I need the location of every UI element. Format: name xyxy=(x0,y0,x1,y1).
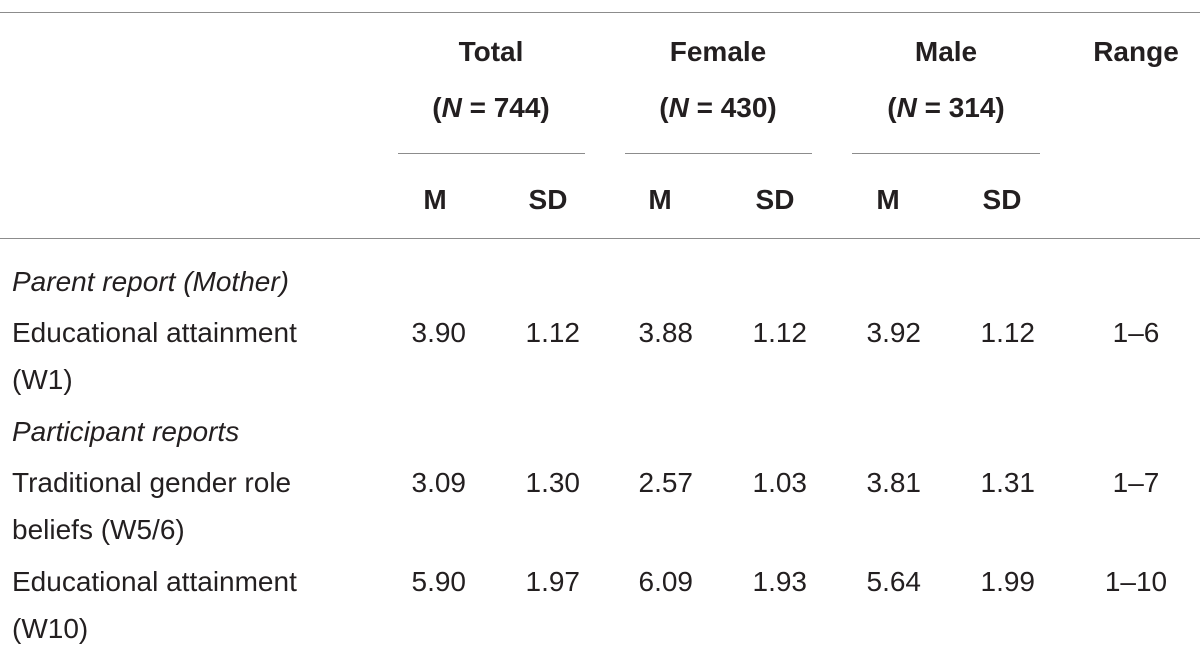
cell-value: 1.97 xyxy=(525,566,581,597)
group-rule xyxy=(398,153,585,154)
row-label: Traditional gender role xyxy=(12,467,292,498)
group-sample: (N = 314) xyxy=(846,88,1046,128)
range-value: 1–6 xyxy=(1112,317,1160,348)
cell-value: 1.31 xyxy=(980,467,1036,498)
group-sample: (N = 430) xyxy=(618,88,818,128)
group-title: Total xyxy=(458,36,524,67)
sample-part: = 744) xyxy=(461,92,550,123)
sample-part: N xyxy=(668,92,689,123)
subheader: M xyxy=(423,184,447,215)
sample-part: ( xyxy=(659,92,669,123)
section-title: Participant reports xyxy=(12,416,240,447)
cell-value: 1.93 xyxy=(752,566,808,597)
row-label: (W1) xyxy=(12,364,73,395)
cell-value: 3.92 xyxy=(866,317,922,348)
cell-value: 1.30 xyxy=(525,467,581,498)
cell-value: 3.81 xyxy=(866,467,922,498)
row-label: Educational attainment xyxy=(12,317,297,348)
cell-value: 1.12 xyxy=(752,317,808,348)
group-rule xyxy=(852,153,1040,154)
top-rule xyxy=(0,12,1200,13)
sample-part: = 430) xyxy=(688,92,777,123)
cell-value: 1.12 xyxy=(980,317,1036,348)
sample-part: N xyxy=(896,92,917,123)
cell-value: 1.99 xyxy=(980,566,1036,597)
cell-value: 3.90 xyxy=(411,317,467,348)
row-label: (W10) xyxy=(12,613,89,644)
group-rule xyxy=(625,153,812,154)
group-title: Female xyxy=(669,36,767,67)
cell-value: 2.57 xyxy=(638,467,694,498)
cell-value: 5.64 xyxy=(866,566,922,597)
subheader: SD xyxy=(982,184,1022,215)
range-value: 1–10 xyxy=(1104,566,1168,597)
section-title: Parent report (Mother) xyxy=(12,266,289,297)
cell-value: 1.03 xyxy=(752,467,808,498)
subheader: SD xyxy=(755,184,795,215)
sample-part: N xyxy=(441,92,462,123)
cell-value: 1.12 xyxy=(525,317,581,348)
sample-part: = 314) xyxy=(916,92,1005,123)
row-label: Educational attainment xyxy=(12,566,297,597)
cell-value: 3.09 xyxy=(411,467,467,498)
subheader: M xyxy=(876,184,900,215)
row-label: beliefs (W5/6) xyxy=(12,514,185,545)
sample-part: ( xyxy=(887,92,897,123)
header-rule xyxy=(0,238,1200,239)
cell-value: 5.90 xyxy=(411,566,467,597)
group-sample: (N = 744) xyxy=(391,88,591,128)
subheader: SD xyxy=(528,184,568,215)
group-title: Male xyxy=(914,36,978,67)
sample-part: ( xyxy=(432,92,442,123)
cell-value: 6.09 xyxy=(638,566,694,597)
range-value: 1–7 xyxy=(1112,467,1160,498)
range-header: Range xyxy=(1093,36,1179,67)
subheader: M xyxy=(648,184,672,215)
cell-value: 3.88 xyxy=(638,317,694,348)
